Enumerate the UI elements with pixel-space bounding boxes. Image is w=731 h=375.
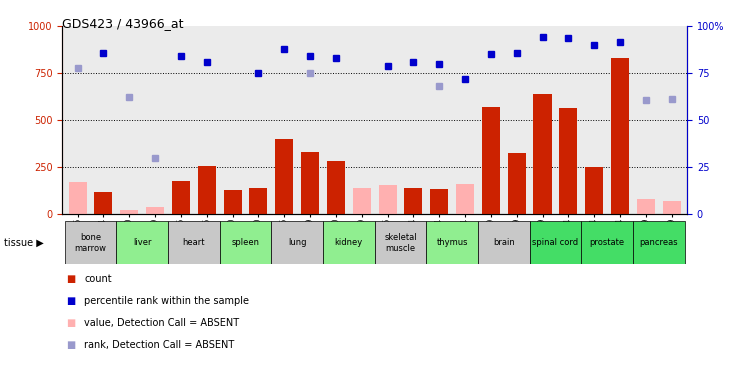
Bar	[611, 58, 629, 214]
Bar	[374, 221, 426, 264]
Text: ■: ■	[66, 318, 75, 328]
Text: spleen: spleen	[232, 238, 260, 248]
Bar	[456, 184, 474, 214]
Bar	[275, 139, 293, 214]
Text: count: count	[84, 274, 112, 284]
Text: GDS423 / 43966_at: GDS423 / 43966_at	[62, 17, 183, 30]
Bar	[559, 108, 577, 214]
Bar	[94, 192, 113, 214]
Bar	[120, 210, 138, 214]
Bar	[301, 152, 319, 214]
Text: prostate: prostate	[589, 238, 625, 248]
Bar	[220, 221, 271, 264]
Bar	[146, 207, 164, 214]
Bar	[69, 182, 87, 214]
Bar	[585, 167, 603, 214]
Text: heart: heart	[183, 238, 205, 248]
Bar	[662, 201, 681, 214]
Bar	[430, 189, 448, 214]
Bar	[116, 221, 168, 264]
Text: rank, Detection Call = ABSENT: rank, Detection Call = ABSENT	[84, 340, 235, 350]
Bar	[534, 94, 552, 214]
Text: lung: lung	[288, 238, 306, 248]
Text: ■: ■	[66, 340, 75, 350]
Bar	[482, 107, 500, 214]
Bar	[637, 199, 655, 214]
Bar	[529, 221, 581, 264]
Bar	[379, 185, 397, 214]
Bar	[224, 190, 242, 214]
Text: liver: liver	[133, 238, 151, 248]
Bar	[581, 221, 633, 264]
Text: skeletal
muscle: skeletal muscle	[385, 233, 417, 252]
Bar	[404, 188, 423, 214]
Bar	[65, 221, 116, 264]
Bar	[271, 221, 323, 264]
Text: value, Detection Call = ABSENT: value, Detection Call = ABSENT	[84, 318, 239, 328]
Text: brain: brain	[493, 238, 515, 248]
Text: thymus: thymus	[436, 238, 468, 248]
Text: bone
marrow: bone marrow	[75, 233, 107, 252]
Text: pancreas: pancreas	[640, 238, 678, 248]
Text: kidney: kidney	[335, 238, 363, 248]
Bar	[352, 188, 371, 214]
Text: spinal cord: spinal cord	[532, 238, 578, 248]
Bar	[172, 181, 190, 214]
Bar	[507, 153, 526, 214]
Text: ■: ■	[66, 296, 75, 306]
Bar	[197, 166, 216, 214]
Text: ■: ■	[66, 274, 75, 284]
Bar	[323, 221, 374, 264]
Bar	[249, 188, 268, 214]
Bar	[426, 221, 478, 264]
Bar	[327, 161, 345, 214]
Text: tissue ▶: tissue ▶	[4, 238, 43, 248]
Bar	[478, 221, 529, 264]
Text: percentile rank within the sample: percentile rank within the sample	[84, 296, 249, 306]
Bar	[168, 221, 220, 264]
Bar	[633, 221, 684, 264]
